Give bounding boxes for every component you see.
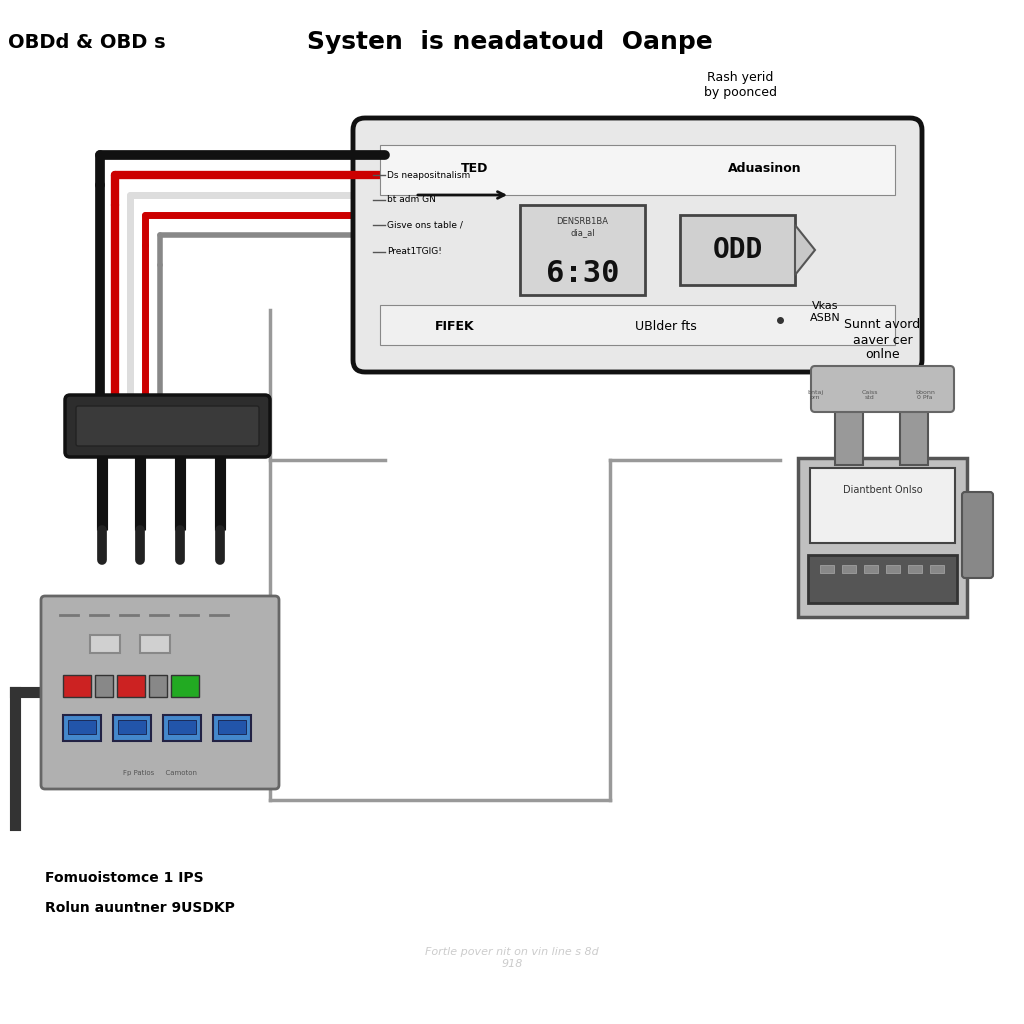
- Text: bt adm GN: bt adm GN: [387, 196, 436, 205]
- Bar: [68, 720, 96, 734]
- Bar: [835, 400, 863, 465]
- Text: Gisve ons table /: Gisve ons table /: [387, 220, 463, 229]
- Bar: [168, 720, 196, 734]
- Bar: [810, 468, 955, 543]
- Text: Vkas
ASBN: Vkas ASBN: [810, 301, 841, 323]
- Bar: [171, 675, 199, 697]
- FancyBboxPatch shape: [353, 118, 922, 372]
- Text: Systen  is neadatoud  Oanpe: Systen is neadatoud Oanpe: [307, 30, 713, 54]
- Bar: [118, 720, 146, 734]
- Bar: [63, 715, 101, 741]
- Text: ODD: ODD: [713, 236, 763, 264]
- Text: Preat1TGIG!: Preat1TGIG!: [387, 248, 442, 256]
- Bar: [820, 565, 834, 573]
- Text: bbonn
0 Pfa: bbonn 0 Pfa: [915, 389, 935, 400]
- FancyBboxPatch shape: [811, 366, 954, 412]
- Bar: [842, 565, 856, 573]
- Bar: [900, 400, 928, 465]
- Text: Fomuoistomce 1 IPS: Fomuoistomce 1 IPS: [45, 871, 204, 885]
- Text: Ds neapositnalism: Ds neapositnalism: [387, 171, 470, 179]
- Text: DENSRB1BA
dia_al: DENSRB1BA dia_al: [556, 217, 608, 237]
- Bar: [150, 675, 167, 697]
- Bar: [930, 565, 944, 573]
- Bar: [90, 635, 120, 653]
- Bar: [140, 635, 170, 653]
- Text: UBlder fts: UBlder fts: [635, 321, 696, 334]
- Text: Sunnt avord
aaver cer
onlne: Sunnt avord aaver cer onlne: [845, 318, 921, 361]
- Bar: [163, 715, 201, 741]
- Text: Fp Patios     Camoton: Fp Patios Camoton: [123, 770, 197, 776]
- Text: Aduasinon: Aduasinon: [728, 162, 802, 174]
- FancyBboxPatch shape: [76, 406, 259, 446]
- Text: OBDd & OBD s: OBDd & OBD s: [8, 33, 166, 51]
- Bar: [908, 565, 922, 573]
- FancyBboxPatch shape: [798, 458, 967, 617]
- Text: TED: TED: [462, 162, 488, 174]
- Bar: [864, 565, 878, 573]
- Bar: [218, 720, 246, 734]
- Bar: [213, 715, 251, 741]
- Text: 6:30: 6:30: [546, 258, 620, 288]
- Bar: [886, 565, 900, 573]
- Bar: [95, 675, 113, 697]
- Bar: [380, 145, 895, 195]
- Text: Rolun auuntner 9USDKP: Rolun auuntner 9USDKP: [45, 901, 234, 915]
- Bar: [117, 675, 145, 697]
- Text: Caiss
std: Caiss std: [862, 389, 879, 400]
- FancyBboxPatch shape: [41, 596, 279, 790]
- Bar: [520, 205, 645, 295]
- Text: Fortle pover nit on vin line s 8d
918: Fortle pover nit on vin line s 8d 918: [425, 947, 599, 969]
- FancyBboxPatch shape: [65, 395, 270, 457]
- Text: FIFEK: FIFEK: [435, 321, 475, 334]
- Bar: [113, 715, 151, 741]
- Bar: [680, 215, 795, 285]
- Bar: [808, 555, 957, 603]
- Text: bntaj
prn: bntaj prn: [807, 389, 823, 400]
- FancyBboxPatch shape: [962, 492, 993, 578]
- Text: Rash yerid
by poonced: Rash yerid by poonced: [703, 71, 776, 99]
- Bar: [63, 675, 91, 697]
- Polygon shape: [795, 225, 815, 275]
- Bar: [380, 305, 895, 345]
- Text: Diantbent Onlso: Diantbent Onlso: [843, 485, 923, 495]
